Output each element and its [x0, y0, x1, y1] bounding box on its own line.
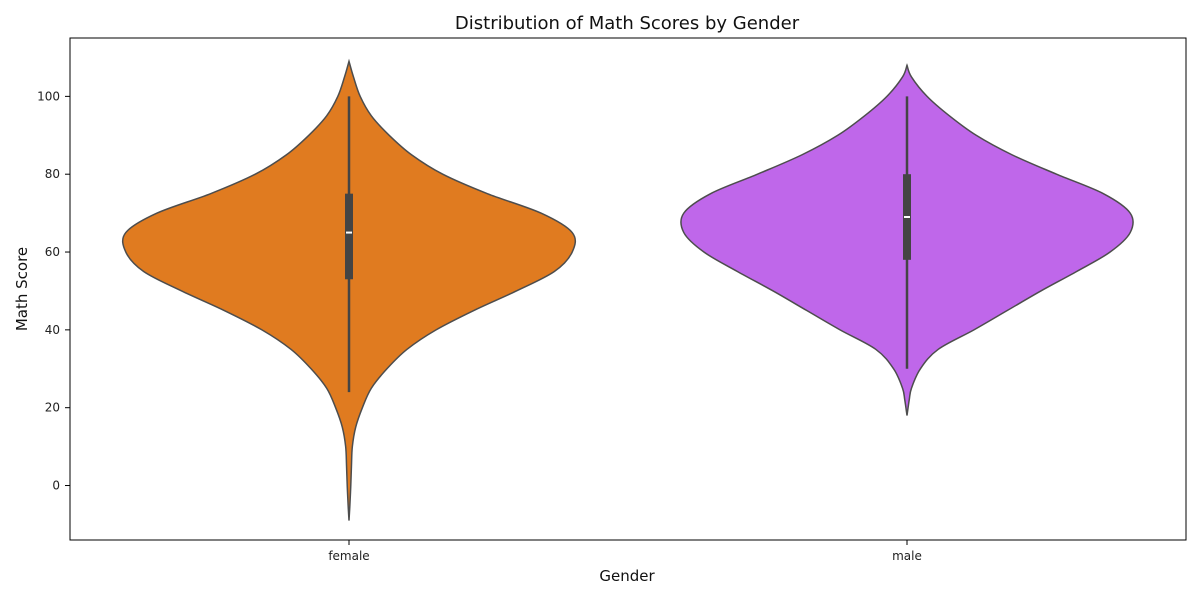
y-axis-label: Math Score [13, 247, 31, 331]
y-axis: 0 20 40 60 80 100 [37, 89, 70, 493]
x-axis-label: Gender [599, 567, 655, 585]
iqr-box-female [345, 193, 353, 280]
y-tick-label: 20 [45, 401, 60, 415]
violins [121, 58, 1134, 521]
x-tick-label-female: female [328, 549, 369, 563]
x-tick-label-male: male [892, 549, 922, 563]
chart-title: Distribution of Math Scores by Gender [455, 13, 800, 34]
y-tick-label: 60 [45, 245, 60, 259]
y-tick-label: 100 [37, 89, 60, 103]
x-axis: female male [328, 540, 922, 563]
y-tick-label: 0 [52, 479, 60, 493]
y-tick-label: 80 [45, 167, 60, 181]
y-tick-label: 40 [45, 323, 60, 337]
violin-female [121, 58, 577, 521]
violin-male [680, 63, 1134, 416]
plot-area-frame [69, 37, 1187, 541]
